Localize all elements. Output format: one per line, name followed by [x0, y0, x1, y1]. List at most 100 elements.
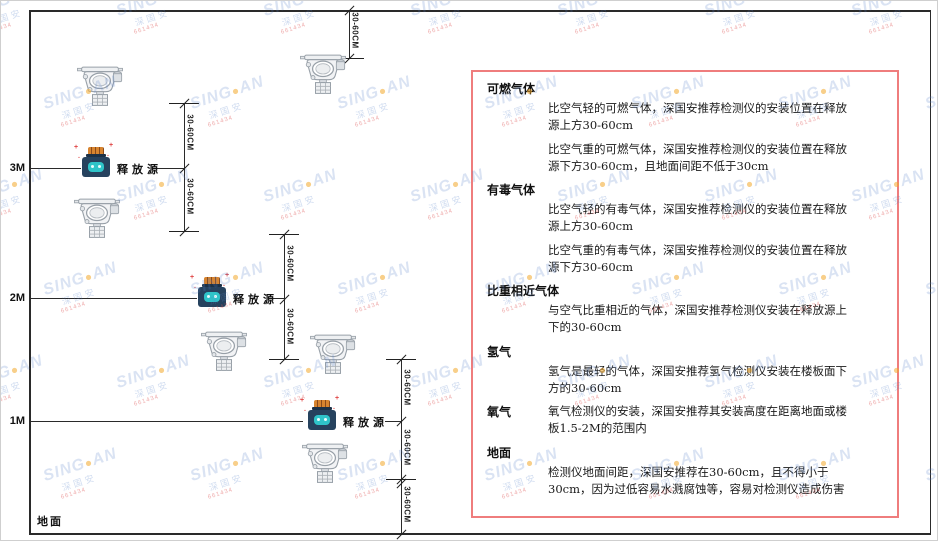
logo-text: SING	[408, 362, 455, 392]
gas-detector-icon	[308, 331, 358, 375]
ceiling-line	[29, 10, 931, 12]
spark-icon: +	[300, 397, 305, 404]
dimension-label: 30-60CM	[350, 12, 360, 49]
logo-text: AN	[16, 1, 45, 4]
spark-icon: +	[190, 274, 195, 281]
dimension-extension	[386, 359, 416, 360]
guideline-section: 有毒气体 比空气轻的有毒气体，深国安推荐检测仪的安装位置在释放源上方30-60c…	[487, 181, 883, 276]
logo-text: AN	[384, 259, 414, 284]
logo-text: AN	[237, 445, 267, 470]
dimension-line	[349, 10, 350, 58]
release-source-label: 释放源	[233, 293, 278, 306]
dimension-label: 30-60CM	[402, 429, 412, 466]
spark-icon: ·	[333, 406, 335, 413]
singoan-logo: SING●AN	[1, 352, 45, 393]
watermark-subtitle: 深国安	[280, 194, 319, 215]
spark-icon: +	[74, 144, 79, 151]
watermark-note: 661434	[0, 394, 13, 408]
watermark-subtitle: 深国安	[60, 287, 99, 308]
singoan-logo: SING●AN	[261, 166, 339, 207]
watermark-subtitle: 深国安	[354, 287, 393, 308]
singoan-logo: SING●AN	[335, 259, 413, 300]
watermark-note: 661434	[60, 487, 87, 501]
watermark-note: 661434	[0, 22, 13, 36]
dimension-extension	[334, 58, 364, 59]
logo-dot-icon: ●	[9, 1, 21, 6]
gas-detector-icon	[300, 440, 350, 484]
source-cap	[204, 277, 220, 284]
singoan-logo: SING●AN	[41, 259, 119, 300]
watermark-subtitle: 深国安	[721, 8, 760, 29]
watermark-note: 661434	[207, 115, 234, 129]
logo-text: SING	[188, 83, 235, 113]
dimension-extension	[269, 359, 299, 360]
guideline-panel: 可燃气体 比空气轻的可燃气体，深国安推荐检测仪的安装位置在释放源上方30-60c…	[471, 70, 899, 518]
watermark-note: 661434	[354, 115, 381, 129]
logo-dot-icon: ●	[82, 454, 95, 471]
gas-detector-icon	[72, 195, 122, 239]
logo-dot-icon: ●	[891, 1, 903, 6]
spark-icon: ·	[78, 155, 81, 162]
source-neck	[202, 284, 222, 287]
section-paragraph: 比空气重的可燃气体，深国安推荐检测仪的安装位置在释放源下方30-60cm，且地面…	[548, 141, 847, 173]
spark-icon: +	[335, 395, 340, 402]
section-paragraph: 比空气轻的可燃气体，深国安推荐检测仪的安装位置在释放源上方30-60cm	[548, 101, 847, 133]
logo-dot-icon: ●	[744, 1, 756, 6]
source-body	[82, 157, 110, 177]
watermark-subtitle: 深国安	[280, 8, 319, 29]
watermark-note: 661434	[133, 394, 160, 408]
logo-dot-icon: ●	[597, 1, 609, 6]
logo-text: SING	[188, 455, 235, 485]
dimension-line	[401, 359, 402, 534]
release-source-label: 释放源	[117, 163, 162, 176]
guideline-section: 氢气 氢气是最轻的气体，深国安推荐氢气检测仪安装在楼板面下方的30-60cm	[487, 343, 883, 398]
watermark-subtitle: 深国安	[60, 473, 99, 494]
watermark-subtitle: 深国安	[0, 194, 25, 215]
level-line	[269, 298, 284, 299]
watermark-note: 661434	[280, 22, 307, 36]
source-cap	[88, 147, 104, 154]
spark-icon: ·	[223, 283, 225, 290]
singoan-logo: SING●AN	[188, 73, 266, 114]
logo-dot-icon: ●	[376, 268, 389, 285]
source-eye	[98, 165, 101, 168]
ground-label: 地面	[37, 515, 63, 528]
section-heading: 地面	[487, 445, 512, 460]
source-eye	[324, 418, 327, 421]
logo-dot-icon: ●	[8, 175, 21, 192]
logo-text: SING	[41, 455, 88, 485]
logo-dot-icon: ●	[303, 1, 315, 6]
release-source-icon: ++··	[190, 272, 229, 309]
dimension-extension	[269, 234, 299, 235]
dimension-label: 30-60CM	[185, 114, 195, 151]
source-eye	[317, 418, 320, 421]
logo-dot-icon: ●	[302, 175, 315, 192]
watermark-note: 661434	[0, 208, 13, 222]
logo-text: SING	[408, 176, 455, 206]
source-eye	[207, 295, 210, 298]
height-label: 2M	[9, 292, 25, 304]
dimension-line	[284, 234, 285, 359]
watermark-note: 661434	[60, 301, 87, 315]
logo-text: AN	[310, 166, 340, 191]
watermark-note: 661434	[868, 22, 895, 36]
section-paragraph: 检测仪地面间距，深国安推荐在30-60cm，且不得小于30cm，因为过低容易水溅…	[548, 464, 845, 496]
dimension-extension	[386, 479, 416, 480]
level-line	[29, 298, 197, 299]
logo-text: AN	[751, 1, 780, 4]
logo-text: AN	[604, 1, 633, 4]
source-body	[198, 287, 226, 307]
